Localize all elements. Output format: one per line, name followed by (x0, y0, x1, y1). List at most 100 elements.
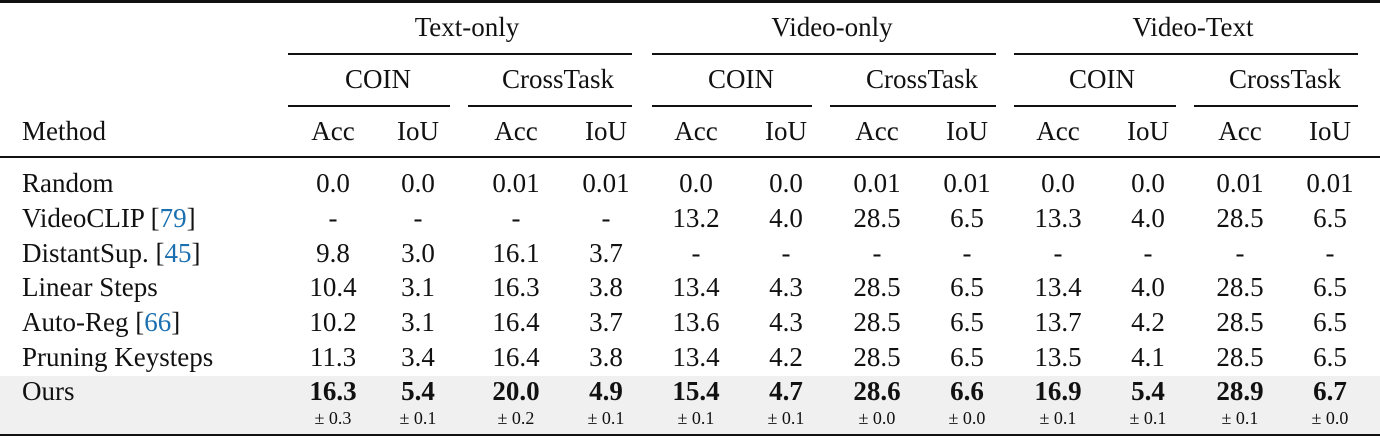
ours-std: ± 0.3 (314, 408, 352, 428)
ours-value: 5.4 (401, 376, 435, 406)
dataset-underline (1194, 105, 1358, 107)
highlight-row-bg (0, 376, 1380, 434)
ours-value: 20.0 (492, 376, 540, 406)
table-cell: 28.5 (1216, 272, 1264, 302)
table-cell: 28.5 (1216, 203, 1264, 233)
method-header: Method (22, 116, 106, 146)
ours-std: ± 0.1 (399, 408, 437, 428)
table-cell: 13.3 (1034, 203, 1082, 233)
metric-header: Acc (311, 116, 355, 146)
ours-std: ± 0.1 (587, 408, 625, 428)
table-cell: 0.0 (1131, 168, 1165, 198)
dataset-header: COIN (1069, 64, 1135, 94)
table-cell: 11.3 (309, 342, 357, 372)
method-name-ours: Ours (22, 376, 75, 406)
metric-header: IoU (1309, 116, 1351, 146)
ours-value: 4.9 (589, 376, 623, 406)
ours-value: 16.9 (1034, 376, 1082, 406)
table-cell: 13.7 (1034, 307, 1082, 337)
metric-header: Acc (855, 116, 899, 146)
modality-underline (1014, 53, 1358, 55)
table-cell: 3.8 (589, 272, 623, 302)
table-cell: 16.1 (492, 238, 540, 268)
modality-header: Video-Text (1132, 12, 1254, 42)
ours-value: 16.3 (309, 376, 357, 406)
table-cell: 0.0 (316, 168, 350, 198)
dataset-header: CrossTask (865, 64, 979, 94)
table-cell: 10.2 (309, 307, 357, 337)
table-cell: - (1235, 238, 1245, 268)
table-cell: 3.0 (401, 238, 435, 268)
table-cell: 13.4 (672, 272, 720, 302)
method-name: Auto-Reg [66] (22, 307, 181, 337)
table-cell: 28.5 (1216, 342, 1264, 372)
ours-value: 5.4 (1131, 376, 1165, 406)
ours-value: 28.9 (1216, 376, 1264, 406)
citation-link[interactable]: 45 (164, 238, 192, 268)
method-name: Random (22, 168, 114, 198)
citation-link[interactable]: 79 (159, 203, 187, 233)
table-cell: - (413, 203, 423, 233)
ours-value: 4.7 (769, 376, 803, 406)
method-name: Linear Steps (22, 272, 158, 302)
table-cell: 3.1 (401, 307, 435, 337)
method-label: Pruning Keysteps (22, 342, 214, 372)
ours-std: ± 0.0 (948, 408, 986, 428)
ours-std: ± 0.1 (1129, 408, 1167, 428)
table-cell: 6.5 (950, 307, 984, 337)
metric-header: Acc (1218, 116, 1262, 146)
metric-header: IoU (765, 116, 807, 146)
table-cell: 3.7 (589, 238, 623, 268)
table-cell: 28.5 (853, 307, 901, 337)
table-cell: 0.01 (943, 168, 991, 198)
ours-std: ± 0.2 (497, 408, 535, 428)
table-cell: - (1143, 238, 1153, 268)
table-cell: 28.5 (853, 342, 901, 372)
modality-header: Video-only (771, 12, 893, 42)
dataset-header: CrossTask (501, 64, 615, 94)
metric-header: Acc (1036, 116, 1080, 146)
table-cell: 28.5 (853, 272, 901, 302)
table-cell: 0.0 (1041, 168, 1075, 198)
table-cell: 13.6 (672, 307, 720, 337)
table-cell: 13.5 (1034, 342, 1082, 372)
method-label: Linear Steps (22, 272, 158, 302)
metric-header: IoU (946, 116, 988, 146)
table-cell: - (962, 238, 972, 268)
table-cell: 10.4 (309, 272, 357, 302)
dataset-header: COIN (345, 64, 411, 94)
table-cell: 0.01 (492, 168, 540, 198)
dataset-underline (830, 105, 996, 107)
table-cell: 4.3 (769, 307, 803, 337)
ours-std: ± 0.0 (1311, 408, 1349, 428)
table-cell: 0.0 (401, 168, 435, 198)
ours-value: 28.6 (853, 376, 901, 406)
ours-std: ± 0.1 (1221, 408, 1259, 428)
table-cell: 16.4 (492, 342, 540, 372)
citation-link[interactable]: 66 (144, 307, 172, 337)
ours-std: ± 0.0 (858, 408, 896, 428)
table-cell: 13.4 (1034, 272, 1082, 302)
ours-std: ± 0.1 (677, 408, 715, 428)
dataset-underline (468, 105, 632, 107)
table-cell: 0.0 (679, 168, 713, 198)
ours-value: 15.4 (672, 376, 720, 406)
table-cell: 28.5 (1216, 307, 1264, 337)
metric-header: IoU (1127, 116, 1169, 146)
top-rule (0, 0, 1380, 3)
table-cell: 4.0 (1131, 272, 1165, 302)
table-cell: 4.0 (1131, 203, 1165, 233)
modality-header: Text-only (414, 12, 520, 42)
table-cell: 28.5 (853, 203, 901, 233)
table-cell: 4.3 (769, 272, 803, 302)
ours-std: ± 0.1 (1039, 408, 1077, 428)
table-cell: 13.4 (672, 342, 720, 372)
table-cell: 4.2 (769, 342, 803, 372)
dataset-underline (652, 105, 812, 107)
table-cell: 6.5 (1313, 272, 1347, 302)
method-label: Random (22, 168, 114, 198)
modality-underline (288, 53, 632, 55)
metric-header: Acc (494, 116, 538, 146)
modality-underline (652, 53, 996, 55)
table-cell: - (601, 203, 611, 233)
